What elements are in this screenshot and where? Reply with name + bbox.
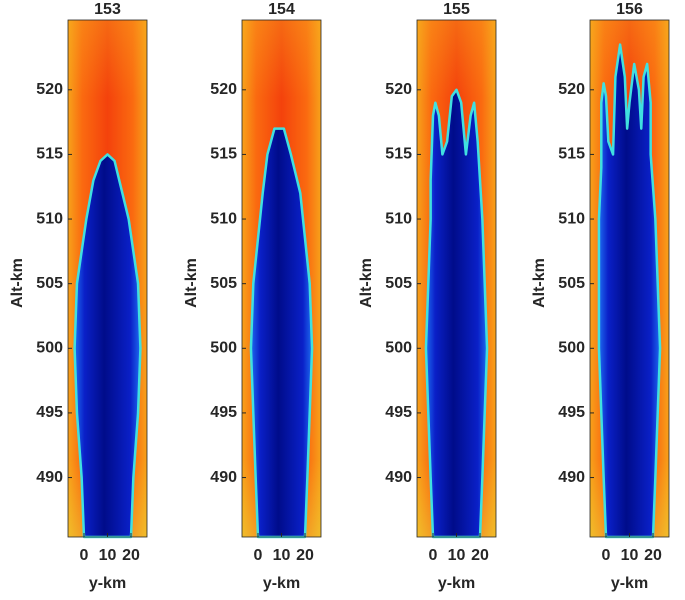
y-tick-label: 520 (36, 81, 63, 98)
panel-title: 156 (616, 1, 643, 18)
plume (424, 88, 489, 539)
y-tick-label: 515 (210, 146, 237, 163)
panel: 155 490 495 500 505 510 515 520 0 10 20 y-km Alt-km (358, 1, 497, 592)
x-tick-label: 10 (621, 547, 639, 564)
y-axis-label: Alt-km (183, 258, 200, 308)
plume (249, 127, 314, 539)
plume (73, 153, 142, 539)
panel: 154 490 495 500 505 510 515 520 0 10 20 y-km Alt-km (183, 1, 322, 592)
x-axis-label: y-km (89, 575, 126, 592)
y-tick-label: 490 (210, 469, 237, 486)
x-tick-label: 0 (80, 547, 89, 564)
x-tick-label: 20 (296, 547, 314, 564)
x-tick-label: 20 (471, 547, 489, 564)
x-tick-label: 0 (429, 547, 438, 564)
x-axis-label: y-km (438, 575, 475, 592)
y-tick-label: 520 (558, 81, 585, 98)
y-axis-label: Alt-km (358, 258, 375, 308)
y-tick-label: 510 (210, 210, 237, 227)
axes-frame (241, 19, 322, 538)
y-tick-label: 495 (210, 404, 237, 421)
x-tick-label: 20 (122, 547, 140, 564)
y-tick-label: 520 (210, 81, 237, 98)
y-tick-label: 500 (558, 340, 585, 357)
axes-frame (67, 19, 148, 538)
panel: 156 490 495 500 505 510 515 520 0 10 20 y-km Alt-km (531, 1, 670, 592)
y-tick-label: 500 (210, 340, 237, 357)
y-tick-label: 505 (210, 275, 237, 292)
x-tick-label: 10 (273, 547, 291, 564)
y-tick-label: 515 (36, 146, 63, 163)
y-tick-label: 490 (36, 469, 63, 486)
y-tick-label: 500 (36, 340, 63, 357)
x-axis-label: y-km (263, 575, 300, 592)
y-tick-label: 505 (558, 275, 585, 292)
y-tick-label: 490 (558, 469, 585, 486)
x-tick-label: 0 (254, 547, 263, 564)
y-tick-label: 510 (558, 210, 585, 227)
panel: 153 490 495 500 505 510 515 520 0 10 20 y-km Alt-km (9, 1, 148, 592)
y-tick-label: 490 (385, 469, 412, 486)
x-tick-label: 10 (448, 547, 466, 564)
axes-frame (589, 19, 670, 538)
y-tick-label: 515 (558, 146, 585, 163)
y-tick-label: 495 (385, 404, 412, 421)
x-tick-label: 0 (602, 547, 611, 564)
x-tick-label: 20 (644, 547, 662, 564)
panel-title: 153 (94, 1, 121, 18)
axes-frame (416, 19, 497, 538)
x-axis-label: y-km (611, 575, 648, 592)
y-tick-label: 505 (385, 275, 412, 292)
y-tick-label: 510 (385, 210, 412, 227)
x-tick-label: 10 (99, 547, 117, 564)
y-tick-label: 495 (36, 404, 63, 421)
y-tick-label: 500 (385, 340, 412, 357)
y-tick-label: 520 (385, 81, 412, 98)
y-tick-label: 515 (385, 146, 412, 163)
y-axis-label: Alt-km (531, 258, 548, 308)
y-axis-label: Alt-km (9, 258, 26, 308)
panel-title: 155 (443, 1, 470, 18)
plume (597, 43, 662, 539)
panel-title: 154 (268, 1, 295, 18)
y-tick-label: 495 (558, 404, 585, 421)
y-tick-label: 505 (36, 275, 63, 292)
y-tick-label: 510 (36, 210, 63, 227)
